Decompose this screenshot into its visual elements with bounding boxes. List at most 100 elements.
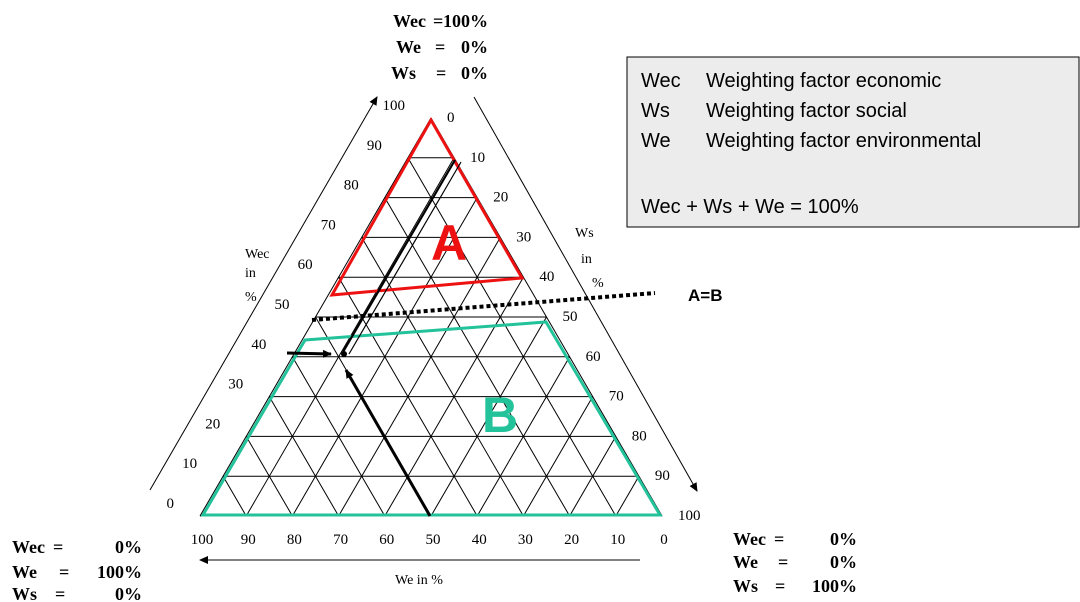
ws-tick: 30 (516, 229, 531, 245)
corner-br-ws-label: Ws (733, 576, 758, 596)
grid-line-falling (430, 316, 547, 517)
we-axis-label: We in % (395, 573, 443, 588)
corner-top-we-eq: = (435, 37, 445, 57)
corner-br-wec-label: Wec (733, 529, 766, 549)
wec-tick: 50 (275, 297, 290, 313)
corner-label-top: Wec = 100% We = 0% Ws = 0% (391, 11, 488, 83)
ws-axis-label-line-3: % (592, 276, 604, 291)
corner-bl-ws-label: Ws (12, 584, 37, 602)
corner-br-ws-eq: = (775, 576, 785, 596)
region-a-outline (329, 116, 525, 297)
corner-top-we-label: We (396, 37, 421, 57)
legend-formula: Wec + Ws + We = 100% (641, 196, 859, 218)
wec-axis-label-line-1: Wec (245, 247, 270, 262)
grid-line-rising (384, 197, 571, 517)
ws-tick: 40 (539, 269, 554, 285)
corner-top-wec-eq: = (433, 11, 443, 31)
corner-br-we-label: We (733, 552, 758, 572)
grid-line-falling (338, 237, 501, 517)
we-tick: 20 (564, 532, 579, 548)
region-b-label: B (482, 387, 518, 443)
wec-axis-label: Wec in % (245, 247, 270, 305)
weighting-path (286, 159, 462, 517)
wec-tick: 20 (205, 416, 220, 432)
legend-desc-wec: Weighting factor economic (706, 70, 941, 92)
corner-top-ws-eq: = (436, 63, 446, 83)
we-tick: 50 (426, 532, 441, 548)
corner-br-ws-value: 100% (812, 576, 857, 596)
corner-br-we-eq: = (778, 552, 788, 572)
grid-line-rising (268, 396, 340, 517)
ws-axis-label: Ws in % (575, 226, 604, 291)
wec-tick: 40 (251, 337, 266, 353)
grid-line-falling (522, 396, 594, 517)
wec-tick: 30 (228, 377, 243, 393)
we-tick: 90 (241, 532, 256, 548)
wec-tick: 0 (167, 496, 175, 512)
grid-line-rising (407, 157, 617, 517)
wec-tick: 10 (182, 456, 197, 472)
wec-axis-label-line-3: % (245, 290, 257, 305)
we-tick: 100 (191, 532, 214, 548)
grid-line-rising (222, 475, 247, 517)
we-tick: 0 (660, 532, 668, 548)
corner-br-wec-value: 0% (830, 529, 857, 549)
corner-bl-wec-label: Wec (12, 537, 45, 557)
ws-tick: 80 (632, 428, 647, 444)
we-tick: 40 (472, 532, 487, 548)
wec-tick: 70 (321, 217, 336, 233)
ws-tick: 10 (470, 150, 485, 166)
grid-line-falling (615, 475, 640, 517)
corner-label-bottom-right: Wec = 0% We = 0% Ws = 100% (733, 529, 857, 596)
corner-top-wec-value: 100% (443, 11, 488, 31)
region-a-label: A (431, 215, 467, 271)
ws-tick: 0 (447, 110, 455, 126)
a-equals-b-boundary (311, 291, 656, 322)
ws-tick: 20 (493, 190, 508, 206)
wec-tick: 90 (367, 138, 382, 154)
legend-desc-we: Weighting factor environmental (706, 130, 981, 152)
grid-line-falling (291, 197, 478, 517)
wec-axis-arrow (149, 96, 378, 491)
legend-background (626, 56, 1080, 228)
ws-tick: 60 (586, 349, 601, 365)
legend-desc-ws: Weighting factor social (706, 100, 907, 122)
legend-abbr-ws: Ws (641, 100, 670, 122)
we-tick: 70 (333, 532, 348, 548)
corner-bl-ws-value: 0% (115, 584, 142, 602)
corner-label-bottom-left: Wec = 0% We = 100% Ws = 0% (12, 537, 142, 602)
we-ticks: 100 90 80 70 60 50 40 30 20 10 0 (191, 532, 668, 548)
corner-top-we-value: 0% (461, 37, 488, 57)
wec-axis-label-line-2: in (245, 266, 256, 281)
corner-bl-we-eq: = (59, 562, 69, 582)
ws-axis-label-line-2: in (581, 252, 592, 267)
corner-top-ws-value: 0% (461, 63, 488, 83)
ws-axis-label-line-1: Ws (575, 226, 594, 241)
we-tick: 60 (379, 532, 394, 548)
corner-bl-wec-eq: = (53, 537, 63, 557)
ternary-grid (199, 117, 663, 517)
ws-tick: 100 (678, 508, 701, 524)
corner-top-wec-label: Wec (393, 11, 426, 31)
wec-tick: 100 (383, 98, 406, 114)
legend-box: Wec Weighting factor economic Ws Weighti… (626, 56, 1080, 228)
we-tick: 10 (610, 532, 625, 548)
ws-tick: 50 (563, 309, 578, 325)
corner-top-ws-label: Ws (391, 63, 416, 83)
ws-tick: 70 (609, 389, 624, 405)
legend-abbr-we: We (641, 130, 671, 152)
we-tick: 80 (287, 532, 302, 548)
corner-br-wec-eq: = (774, 529, 784, 549)
ws-axis-arrow (473, 96, 698, 492)
grid-line-rising (361, 237, 524, 517)
ws-tick: 90 (655, 468, 670, 484)
legend-abbr-wec: Wec (641, 70, 681, 92)
corner-br-we-value: 0% (830, 552, 857, 572)
a-equals-b-label: A=B (688, 286, 722, 305)
wec-tick: 60 (298, 257, 313, 273)
region-b-outline (200, 320, 663, 517)
corner-bl-we-label: We (12, 562, 37, 582)
ws-ticks: 0 10 20 30 40 50 60 70 80 90 100 (447, 110, 701, 524)
